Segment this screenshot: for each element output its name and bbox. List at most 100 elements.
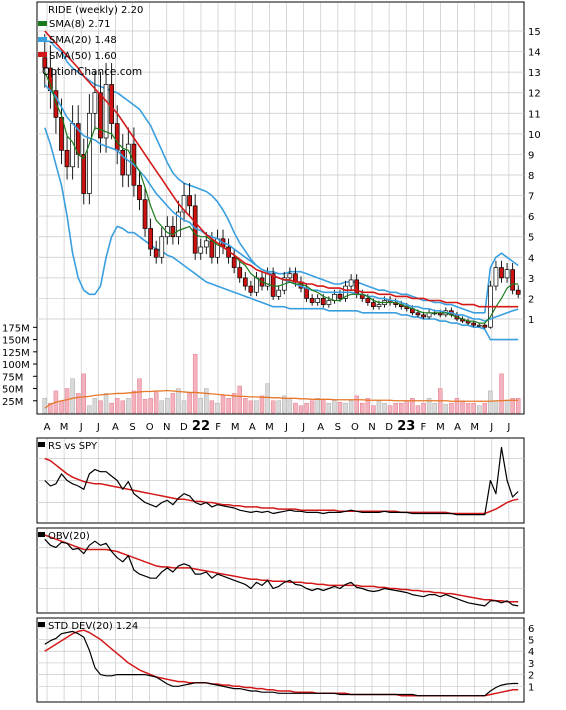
volume-bar	[131, 390, 137, 414]
candle	[415, 312, 421, 316]
candle	[42, 57, 48, 69]
volume-bar	[493, 400, 499, 414]
candle	[287, 273, 293, 279]
x-tick-label: J	[96, 422, 100, 433]
rs-label: RS vs SPY	[48, 441, 98, 452]
candle	[471, 322, 477, 326]
price-tick-label: 15	[528, 27, 541, 38]
candle	[337, 293, 343, 299]
candle	[493, 267, 499, 287]
candle	[120, 149, 126, 176]
volume-bar	[304, 402, 309, 414]
volume-bar	[454, 398, 460, 414]
candle	[421, 314, 426, 318]
x-tick-label: J	[489, 422, 493, 433]
volume-bar	[432, 402, 437, 414]
x-tick-label: O	[351, 422, 359, 433]
price-tick-label: 11	[528, 109, 541, 120]
volume-bar	[248, 400, 254, 414]
volume-bar	[282, 395, 287, 414]
volume-bar	[488, 390, 493, 414]
volume-bar	[443, 403, 449, 414]
volume-bar	[120, 400, 126, 414]
volume-bar	[504, 400, 510, 414]
candle	[242, 277, 248, 287]
candle	[176, 211, 181, 238]
candle	[515, 289, 521, 295]
legend-swatch-sma8	[38, 21, 47, 26]
volume-bar	[449, 402, 454, 414]
volume-tick-label: 75M	[2, 372, 23, 383]
price-tick-label: 1	[528, 315, 534, 326]
volume-bar	[343, 402, 348, 414]
volume-bar	[393, 402, 398, 414]
candle	[86, 112, 92, 194]
volume-bar	[226, 398, 231, 414]
candle	[181, 195, 187, 213]
volume-bar	[103, 393, 109, 414]
std-label: STD DEV(20) 1.24	[48, 621, 138, 632]
x-tick-label: 23	[397, 419, 415, 434]
candle	[309, 298, 315, 303]
std-tick-label: 2	[528, 671, 534, 682]
indicator-line	[44, 538, 519, 607]
candle	[315, 298, 321, 303]
x-tick-label: F	[420, 422, 426, 433]
volume-bar	[254, 400, 259, 414]
x-tick-label: M	[231, 422, 240, 433]
volume-bar	[231, 393, 237, 414]
volume-bar	[70, 378, 75, 414]
volume-bar	[482, 402, 488, 414]
sma50-line	[44, 30, 519, 308]
volume-bar	[265, 383, 270, 414]
rs-swatch	[38, 442, 45, 447]
x-tick-label: J	[79, 422, 83, 433]
volume-bar	[159, 400, 164, 414]
volume-bar	[42, 398, 48, 414]
volume-bar	[354, 395, 359, 414]
candle	[504, 269, 510, 279]
volume-bar	[270, 400, 276, 414]
volume-bar	[321, 399, 326, 414]
candle	[148, 228, 153, 250]
candle	[304, 287, 309, 299]
volume-bar	[98, 400, 103, 414]
volume-bar	[404, 400, 410, 414]
price-tick-label: 10	[528, 130, 541, 141]
candle	[103, 84, 109, 139]
volume-bar	[259, 395, 265, 414]
x-tick-label: M	[470, 422, 479, 433]
volume-bar	[165, 398, 170, 414]
volume-bar	[360, 402, 365, 414]
volume-bar	[237, 385, 242, 414]
legend-sma50: SMA(50) 1.60	[49, 51, 117, 62]
volume-average-line	[44, 389, 519, 409]
volume-bar	[326, 402, 332, 414]
candle	[98, 92, 103, 139]
volume-bar	[337, 401, 343, 414]
x-tick-label: N	[163, 422, 170, 433]
x-tick-label: A	[317, 422, 324, 433]
candle	[137, 184, 142, 201]
volume-bar	[298, 405, 304, 414]
candle	[276, 289, 282, 297]
candle	[164, 226, 170, 238]
candle	[348, 279, 354, 287]
upper-band-line	[44, 40, 519, 314]
price-tick-label: 5	[528, 233, 534, 244]
candle	[209, 240, 215, 258]
volume-bar	[415, 405, 421, 414]
std-tick-label: 5	[528, 636, 534, 647]
legend-sma20: SMA(20) 1.48	[49, 35, 117, 46]
price-tick-label: 3	[528, 274, 534, 285]
volume-bar	[81, 373, 87, 414]
x-tick-label: F	[215, 422, 221, 433]
legend: RIDE (weekly) 2.20 SMA(8) 2.71 SMA(20) 1…	[38, 5, 143, 78]
price-tick-label: 6	[528, 212, 534, 223]
candle	[81, 154, 87, 194]
candle	[142, 199, 148, 229]
volume-bar	[87, 405, 92, 414]
